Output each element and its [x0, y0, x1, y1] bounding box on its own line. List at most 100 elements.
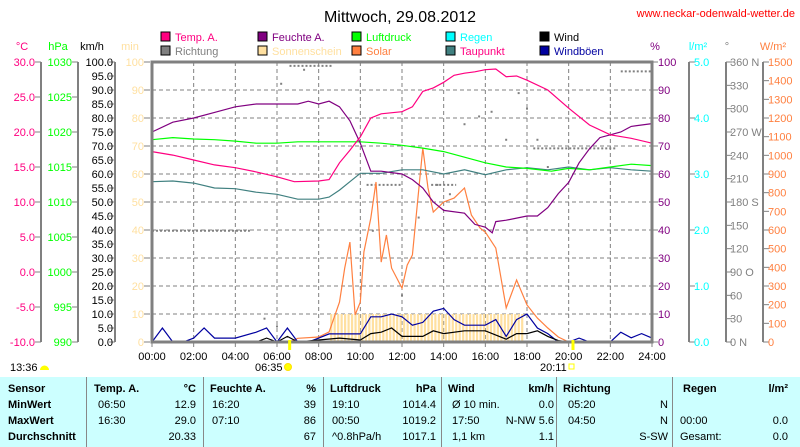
axes: °C 30.0 25.0 20.0 15.0 10.0 5.0 0.0 -5.0 -10.0 hPa…	[10, 41, 793, 363]
axis-unit-wind: km/h	[80, 41, 104, 53]
table-header: Wind	[448, 383, 475, 395]
legend-label: Sonnenschein	[272, 46, 342, 58]
axis-tick-label: 70.0	[92, 141, 113, 153]
series-line-taupunkt	[151, 166, 653, 200]
axis-tick-label: 25.0	[92, 267, 113, 279]
legend: Temp. A. Feuchte A. Luftdruck Regen Wind Rich…	[160, 31, 604, 58]
axis-tick-label: 5.0	[694, 57, 709, 69]
axis-tick-label: 15.0	[14, 162, 35, 174]
chart-title: Mittwoch, 29.08.2012	[324, 9, 476, 26]
axis-tick-label: 75.0	[92, 127, 113, 139]
sunshine-bar	[475, 314, 479, 342]
sunshine-bar	[479, 314, 482, 342]
column-divider	[203, 377, 204, 447]
table-cell: 1.1	[538, 431, 554, 443]
sunshine-bar	[458, 314, 461, 342]
axis-tick-label: 10	[658, 309, 670, 321]
axis-tick-label: 180 S	[730, 197, 759, 209]
axis-tick-label: 1005	[48, 232, 72, 244]
sunshine-bar	[507, 314, 510, 342]
column-divider	[672, 377, 673, 447]
direction-point	[263, 317, 266, 320]
sunshine-bar	[469, 314, 472, 342]
axis-tick-label: -10.0	[10, 337, 35, 349]
axis-tick-label: 1030	[48, 57, 72, 69]
time-tick-label: 24:00	[638, 351, 666, 363]
axis-tick-label: 30.0	[14, 57, 35, 69]
axis-tick-label: 90.0	[92, 85, 113, 97]
axis-tick-label: 0.0	[694, 337, 709, 349]
time-tick-label: 14:00	[430, 351, 458, 363]
sunshine-bar	[382, 314, 385, 342]
table-cell: 05:20	[568, 399, 596, 411]
sunshine-bar	[517, 314, 520, 342]
table-cell: ^0.8hPa/h	[332, 431, 382, 443]
axis-tick-label: 10.0	[92, 309, 113, 321]
axis-tick-label: 1200	[768, 113, 792, 125]
website-link[interactable]: www.neckar-odenwald-wetter.de	[636, 8, 795, 20]
sunshine-bar	[406, 314, 409, 342]
sunshine-bar	[413, 314, 416, 342]
sunshine-bar	[482, 314, 486, 342]
table-cell: 29.0	[174, 415, 196, 427]
sunset-marker	[571, 340, 575, 350]
direction-point	[401, 294, 403, 297]
sunshine-bar	[347, 314, 350, 342]
axis-tick-label: 90 O	[730, 267, 754, 279]
sunshine-bar	[403, 314, 406, 342]
axis-tick-label: 270 W	[730, 127, 762, 139]
table-header: Sensor	[8, 383, 46, 395]
sunshine-bar	[430, 314, 434, 342]
legend-swatch-7	[351, 45, 362, 56]
column-divider	[86, 377, 87, 447]
axis-tick-label: 1500	[768, 57, 792, 69]
table-cell: N	[660, 415, 668, 427]
time-tick-label: 18:00	[513, 351, 541, 363]
direction-point	[490, 110, 493, 113]
table-cell: Gesamt:	[680, 431, 722, 443]
table-cell: 67	[303, 431, 316, 443]
legend-swatch-2	[351, 31, 362, 42]
legend-swatch-6	[257, 45, 268, 56]
axis-tick-label: 20.0	[92, 281, 113, 293]
sun-icon	[284, 363, 292, 371]
legend-swatch-8	[445, 45, 456, 56]
axis-tick-label: 30	[730, 314, 742, 326]
axis-tick-label: 5.0	[98, 323, 113, 335]
axis-tick-label: 995	[54, 302, 72, 314]
axis-tick-label: 60	[658, 169, 670, 181]
direction-point	[276, 325, 278, 328]
axis-tick-label: 100	[658, 57, 676, 69]
axis-tick-label: 60.0	[92, 169, 113, 181]
axis-tick-label: 10.0	[14, 197, 35, 209]
table-cell: 0.0	[772, 431, 788, 443]
axis-tick-label: 80	[132, 113, 144, 125]
sunshine-bar	[385, 314, 388, 342]
time-tick-label: 04:00	[222, 351, 250, 363]
table-header: hPa	[415, 383, 436, 395]
direction-point	[417, 216, 420, 219]
axis-tick-label: 1000	[48, 267, 72, 279]
axis-unit-solar: W/m²	[760, 41, 787, 53]
axis-tick-label: 1300	[768, 94, 792, 106]
moon-time: 13:36	[10, 362, 38, 374]
sunshine-bar	[378, 314, 381, 342]
sunshine-bar	[427, 314, 430, 342]
axis-tick-label: 20	[658, 281, 670, 293]
sunshine-bar	[361, 314, 364, 342]
axis-tick-label: 70	[658, 141, 670, 153]
axis-tick-label: 65.0	[92, 155, 113, 167]
legend-swatch-4	[539, 31, 550, 42]
axis-unit-sun: min	[121, 41, 139, 53]
table-cell: S-SW	[639, 431, 668, 443]
sunshine-bar	[392, 314, 395, 342]
sunset-icon	[568, 363, 575, 370]
legend-swatch-5	[160, 45, 171, 56]
axis-tick-label: 300	[768, 281, 786, 293]
table-cell: 20.33	[168, 431, 196, 443]
time-tick-label: 02:00	[180, 351, 208, 363]
sunshine-bar	[399, 314, 402, 342]
sunshine-bar	[368, 314, 371, 342]
sunshine-bar	[455, 314, 458, 342]
axis-unit-direction: °	[725, 41, 729, 53]
